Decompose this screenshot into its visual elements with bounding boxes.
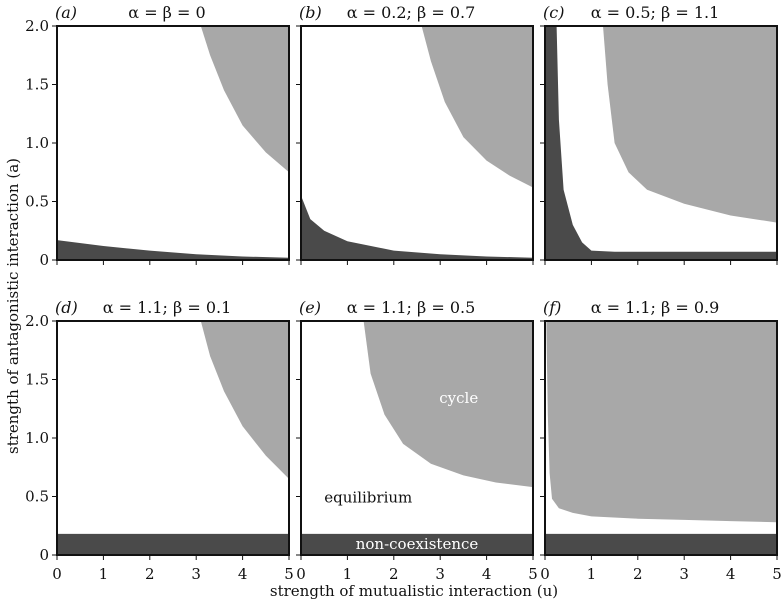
x-tick-label: 2 [633,565,643,583]
x-tick-label: 3 [191,565,201,583]
x-tick-label: 1 [99,565,109,583]
y-tick-label: 1.5 [25,76,49,94]
panel-f: 0 1 2 3 4 5 (f) α = 1.1; β = 0.9 [540,298,782,583]
panel-b: (b) α = 0.2; β = 0.7 [296,3,534,265]
y-tick-label: 0.5 [25,488,49,506]
non-coexistence-label: non-coexistence [356,535,479,553]
panel-d: 0 1 2 3 4 5 0 0.5 1.0 1.5 2.0 (d) α = 1.1; β = 0.1 [25,298,294,583]
x-tick-label: 5 [284,565,294,583]
panel-a: 0 0.5 1.0 1.5 2.0 (a) α = β = 0 [25,3,290,269]
panel-title: α = 1.1; β = 0.5 [347,298,476,317]
y-axis-title: strength of antagonistic interaction (a) [4,158,22,454]
cycle-region [603,26,777,223]
equilibrium-label: equilibrium [324,488,412,506]
cycle-region [200,26,289,173]
y-tick-label: 1.5 [25,371,49,389]
x-tick-label: 5 [528,565,538,583]
x-tick-label: 4 [482,565,492,583]
panel-label: (b) [299,3,322,22]
regions [57,321,289,555]
x-tick-label: 2 [389,565,399,583]
x-tick-label: 2 [145,565,155,583]
non-coexistence-region [545,533,777,555]
x-tick-label: 3 [679,565,689,583]
panel-c: (c) α = 0.5; β = 1.1 [540,3,778,265]
panel-label: (a) [55,3,77,22]
y-tick-label: 2.0 [25,17,49,35]
cycle-region [421,26,533,188]
panel-label: (d) [55,298,78,317]
y-tick-label: 0 [39,251,49,269]
panel-e: 0 1 2 3 4 5 (e) α = 1.1; β = 0.5 cycle equilibriu… [296,298,538,583]
panel-title: α = 0.2; β = 0.7 [347,3,476,22]
cycle-region [200,321,289,479]
regions [545,26,777,260]
panel-title: α = 1.1; β = 0.1 [103,298,232,317]
non-coexistence-region [301,533,533,555]
non-coexistence-region [57,240,289,260]
x-tick-label: 0 [52,565,62,583]
non-coexistence-region [57,533,289,555]
cycle-label: cycle [439,389,478,407]
panel-title: α = 1.1; β = 0.9 [591,298,720,317]
regions [545,321,777,555]
regions [57,26,289,260]
y-tick-label: 2.0 [25,312,49,330]
regions [301,321,533,555]
panel-label: (c) [543,3,564,22]
y-tick-label: 1.0 [25,134,49,152]
cycle-region [546,321,777,523]
panel-label: (f) [543,298,561,317]
panel-title: α = β = 0 [128,3,205,22]
x-tick-label: 0 [296,565,306,583]
y-tick-label: 0.5 [25,193,49,211]
regions [301,26,533,260]
panels: 0 0.5 1.0 1.5 2.0 (a) α = β = 0 (b) α = 0.2; β =… [25,3,782,583]
x-tick-label: 0 [540,565,550,583]
cycle-region [363,321,533,488]
x-tick-label: 1 [587,565,597,583]
x-tick-label: 4 [238,565,248,583]
non-coexistence-region [545,26,777,260]
x-axis-title: strength of mutualistic interaction (u) [270,582,558,600]
x-tick-label: 3 [435,565,445,583]
x-tick-label: 4 [726,565,736,583]
x-tick-label: 5 [772,565,782,583]
panel-label: (e) [299,298,321,317]
x-tick-label: 1 [343,565,353,583]
panel-title: α = 0.5; β = 1.1 [591,3,720,22]
y-tick-label: 0 [39,546,49,564]
y-tick-label: 1.0 [25,429,49,447]
non-coexistence-region [301,195,533,260]
